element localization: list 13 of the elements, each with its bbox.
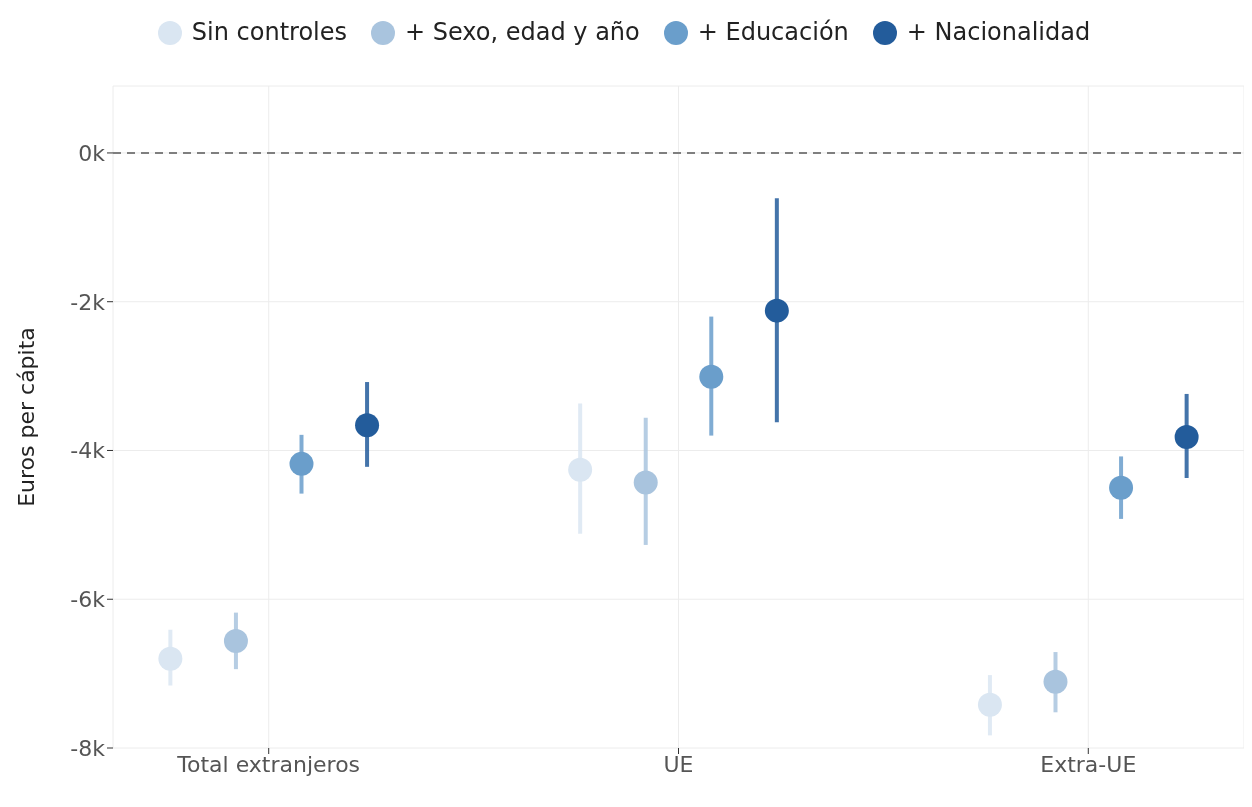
legend-label: + Sexo, edad y año (405, 18, 640, 46)
y-tick-label: -8k (70, 735, 106, 761)
legend-label: + Nacionalidad (906, 18, 1091, 46)
y-tick-label: 0k (78, 140, 106, 166)
y-tick-label: -4k (70, 438, 106, 464)
x-tick-label: Total extranjeros (176, 751, 361, 777)
legend-label: Sin controles (191, 18, 348, 46)
x-tick-label: UE (663, 751, 694, 777)
y-axis-title: Euros per cápita (13, 327, 39, 507)
y-tick-label: -2k (70, 289, 106, 315)
y-tick-label: -6k (70, 587, 106, 613)
legend-label: + Educación (697, 18, 849, 46)
x-tick-label: Extra-UE (1040, 751, 1137, 777)
